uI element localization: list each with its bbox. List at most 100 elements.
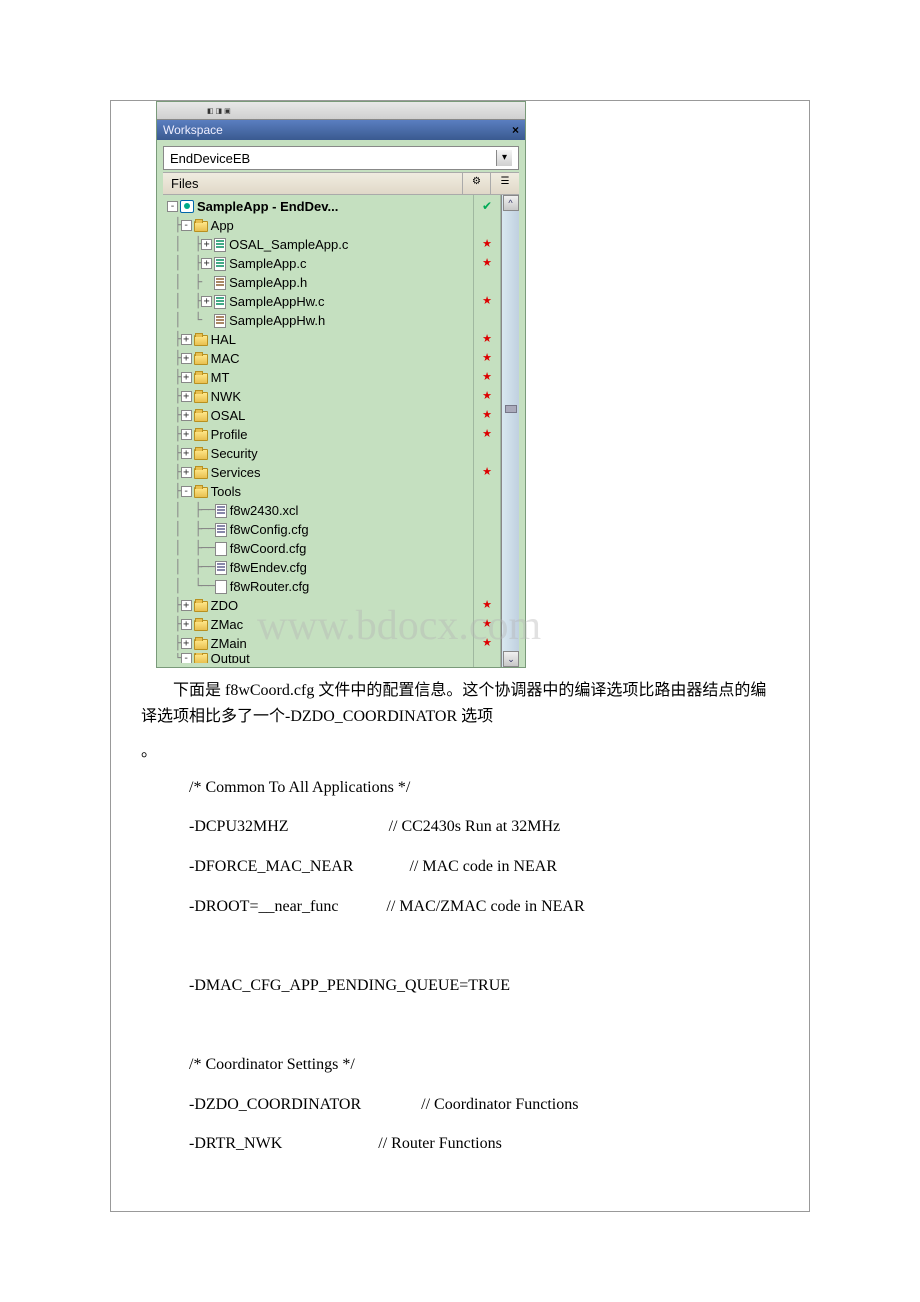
folder-label: Services [211, 463, 261, 482]
tree-row[interactable]: ├+Services [167, 463, 473, 482]
star-cell [474, 273, 500, 292]
expand-icon[interactable]: + [181, 391, 192, 402]
chevron-down-icon[interactable]: ▾ [496, 150, 512, 166]
tree-row[interactable]: └-Output [167, 653, 473, 663]
project-name: SampleApp - EndDev... [197, 197, 338, 216]
star-cell: ★ [474, 463, 500, 482]
expand-icon[interactable]: + [181, 619, 192, 630]
file-icon [215, 523, 227, 537]
expand-icon[interactable]: + [181, 467, 192, 478]
tree-row[interactable]: ├+Security [167, 444, 473, 463]
config-line: -DZDO_COORDINATOR // Coordinator Functio… [141, 1092, 779, 1118]
folder-icon [194, 430, 208, 441]
file-icon [215, 504, 227, 518]
header-col3[interactable]: ☰ [491, 173, 519, 194]
tree-row[interactable]: │ ├──f8wCoord.cfg [167, 539, 473, 558]
star-cell: ★ [474, 292, 500, 311]
file-icon [214, 238, 226, 252]
tree-row[interactable]: │ ├──f8w2430.xcl [167, 501, 473, 520]
tree-row[interactable]: ├+ZMac [167, 615, 473, 634]
star-column: ✔★★★★★★★★★★★★★ [473, 195, 501, 667]
close-icon[interactable]: × [512, 123, 519, 137]
file-icon [214, 276, 226, 290]
tree-row[interactable]: ├+Profile [167, 425, 473, 444]
tree-row[interactable]: ├-App [167, 216, 473, 235]
config-line [141, 933, 779, 959]
star-cell: ★ [474, 596, 500, 615]
tree-row[interactable]: ├+ZDO [167, 596, 473, 615]
workspace-title: Workspace [163, 123, 223, 137]
tree-row[interactable]: - SampleApp - EndDev... [167, 197, 473, 216]
check-cell: ✔ [474, 197, 500, 216]
tree-row[interactable]: ├-Tools [167, 482, 473, 501]
document-page: ◧ ◨ ▣ Workspace × EndDeviceEB ▾ Files ⚙ … [110, 100, 810, 1212]
tree-row[interactable]: │ ├+OSAL_SampleApp.c [167, 235, 473, 254]
tree-row[interactable]: ├+MAC [167, 349, 473, 368]
folder-icon [194, 335, 208, 346]
star-cell: ★ [474, 349, 500, 368]
scrollbar[interactable]: ^ ⌄ [501, 195, 519, 667]
tree-row[interactable]: ├+NWK [167, 387, 473, 406]
tree-row[interactable]: │ ├──f8wConfig.cfg [167, 520, 473, 539]
folder-label: ZMain [211, 634, 247, 653]
scroll-thumb[interactable] [505, 405, 517, 413]
tree-container: -SampleApp - EndDev... ├-App │ ├+OSAL_Sa… [163, 195, 519, 667]
folder-label: OSAL [211, 406, 246, 425]
expand-icon[interactable]: + [181, 448, 192, 459]
tree-row[interactable]: ├+HAL [167, 330, 473, 349]
tree-row[interactable]: │ ├+SampleApp.c [167, 254, 473, 273]
tree-row[interactable]: │ └──f8wRouter.cfg [167, 577, 473, 596]
header-col2[interactable]: ⚙ [463, 173, 491, 194]
config-line: -DROOT=__near_func // MAC/ZMAC code in N… [141, 894, 779, 920]
scroll-down-icon[interactable]: ⌄ [503, 651, 519, 667]
config-dropdown[interactable]: EndDeviceEB ▾ [163, 146, 519, 170]
file-name: f8wConfig.cfg [230, 520, 309, 539]
folder-icon [194, 487, 208, 498]
tree-row[interactable]: ├+OSAL [167, 406, 473, 425]
file-name: SampleApp.c [229, 254, 306, 273]
expand-icon[interactable]: + [201, 239, 212, 250]
expand-icon[interactable]: + [181, 353, 192, 364]
folder-label: NWK [211, 387, 241, 406]
collapse-icon[interactable]: - [181, 653, 192, 663]
tree-header: Files ⚙ ☰ [163, 172, 519, 195]
folder-label: HAL [211, 330, 236, 349]
expand-icon[interactable]: + [181, 638, 192, 649]
star-cell: ★ [474, 330, 500, 349]
tree-row[interactable]: ├+MT [167, 368, 473, 387]
expand-icon[interactable]: + [181, 334, 192, 345]
file-name: f8wRouter.cfg [230, 577, 310, 596]
config-line: -DRTR_NWK // Router Functions [141, 1131, 779, 1157]
expand-icon[interactable]: + [201, 296, 212, 307]
folder-icon [194, 620, 208, 631]
tree-row[interactable]: │ ├+SampleAppHw.c [167, 292, 473, 311]
tree-row[interactable]: │ ├SampleApp.h [167, 273, 473, 292]
tree-row[interactable]: │ ├──f8wEndev.cfg [167, 558, 473, 577]
config-line: -DCPU32MHZ // CC2430s Run at 32MHz [141, 814, 779, 840]
folder-label: MAC [211, 349, 240, 368]
file-icon [215, 542, 227, 556]
config-line [141, 1012, 779, 1038]
star-cell [474, 482, 500, 501]
expand-icon[interactable]: + [181, 410, 192, 421]
paragraph-1: 下面是 f8wCoord.cfg 文件中的配置信息。这个协调器中的编译选项比路由… [141, 678, 779, 729]
star-cell [474, 501, 500, 520]
file-icon [214, 257, 226, 271]
expand-icon[interactable]: + [181, 372, 192, 383]
file-tree[interactable]: -SampleApp - EndDev... ├-App │ ├+OSAL_Sa… [163, 195, 473, 667]
expand-icon[interactable]: + [181, 600, 192, 611]
scroll-up-icon[interactable]: ^ [503, 195, 519, 211]
collapse-icon[interactable]: - [181, 486, 192, 497]
expand-icon[interactable]: + [181, 429, 192, 440]
tree-row[interactable]: ├+ZMain [167, 634, 473, 653]
star-cell [474, 653, 500, 663]
folder-icon [194, 411, 208, 422]
expand-icon[interactable]: + [201, 258, 212, 269]
tree-row[interactable]: │ └SampleAppHw.h [167, 311, 473, 330]
config-line: /* Common To All Applications */ [141, 775, 779, 801]
header-files[interactable]: Files [163, 173, 463, 194]
collapse-icon[interactable]: - [167, 201, 178, 212]
file-icon [214, 314, 226, 328]
file-name: SampleAppHw.c [229, 292, 324, 311]
collapse-icon[interactable]: - [181, 220, 192, 231]
